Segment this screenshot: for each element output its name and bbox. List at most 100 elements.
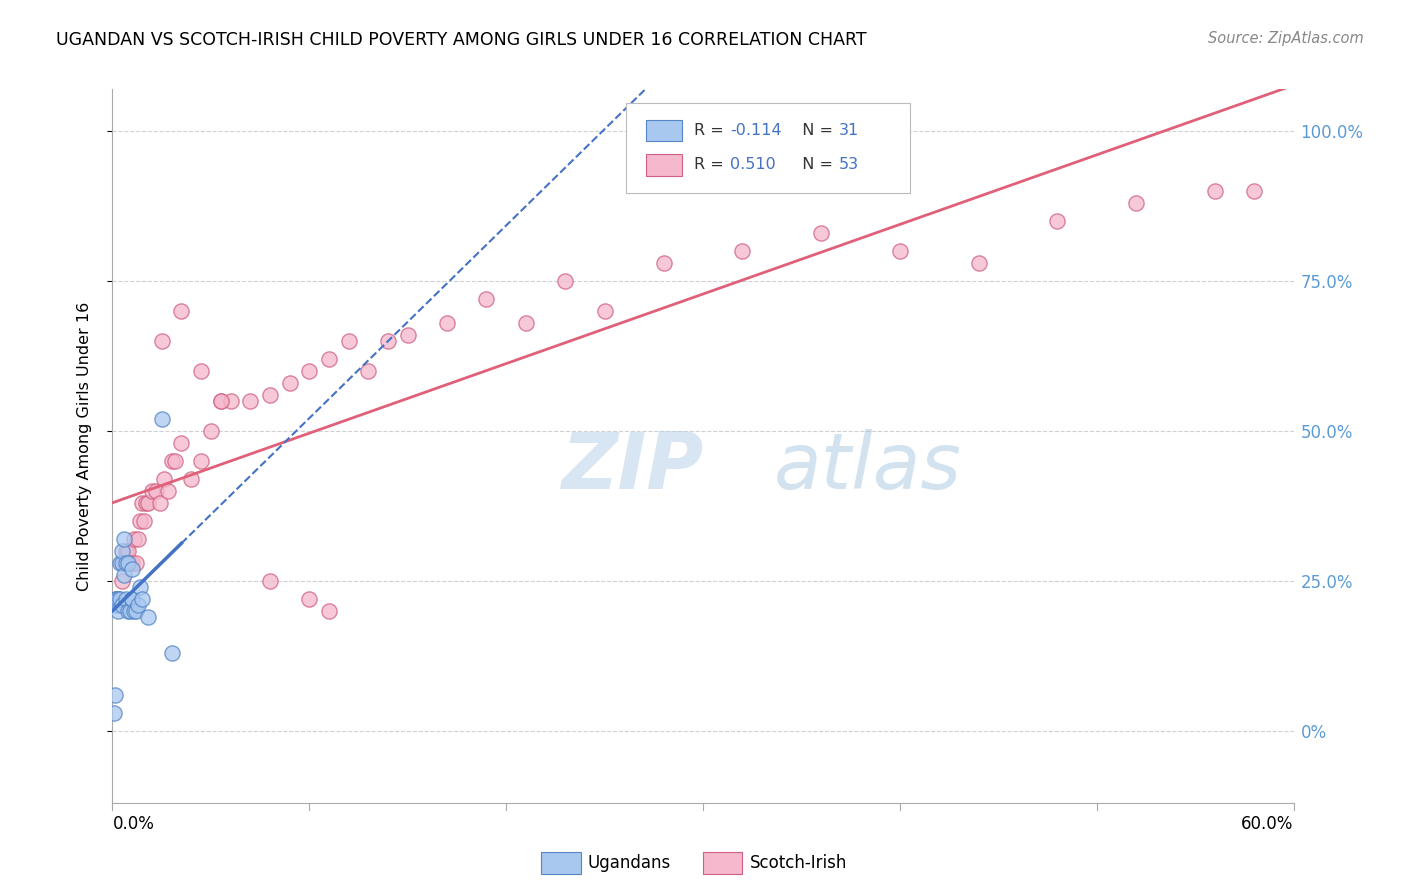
- Point: [298, 364, 321, 378]
- Point: [121, 591, 143, 606]
- Point: [145, 483, 167, 498]
- Text: Scotch-Irish: Scotch-Irish: [749, 854, 846, 872]
- Point: [259, 574, 281, 588]
- Point: [475, 292, 498, 306]
- Bar: [647, 120, 682, 141]
- Point: [318, 604, 340, 618]
- Point: [396, 328, 419, 343]
- Point: [160, 646, 183, 660]
- Point: [103, 706, 125, 720]
- Point: [111, 544, 134, 558]
- Point: [107, 598, 129, 612]
- Point: [149, 496, 172, 510]
- Y-axis label: Child Poverty Among Girls Under 16: Child Poverty Among Girls Under 16: [77, 301, 91, 591]
- Point: [180, 472, 202, 486]
- Point: [1243, 184, 1265, 198]
- Point: [967, 256, 990, 270]
- Text: N =: N =: [792, 157, 838, 172]
- Point: [112, 556, 135, 570]
- Point: [731, 244, 754, 259]
- Point: [278, 376, 301, 390]
- FancyBboxPatch shape: [626, 103, 910, 193]
- Point: [120, 604, 142, 618]
- Point: [337, 334, 360, 348]
- Point: [107, 591, 129, 606]
- Point: [141, 483, 163, 498]
- Point: [593, 304, 616, 318]
- Point: [105, 591, 128, 606]
- Text: 60.0%: 60.0%: [1241, 814, 1294, 833]
- Point: [790, 124, 813, 138]
- Point: [122, 604, 145, 618]
- Point: [190, 364, 212, 378]
- Point: [107, 591, 129, 606]
- Point: [111, 598, 134, 612]
- Point: [259, 388, 281, 402]
- Text: UGANDAN VS SCOTCH-IRISH CHILD POVERTY AMONG GIRLS UNDER 16 CORRELATION CHART: UGANDAN VS SCOTCH-IRISH CHILD POVERTY AM…: [56, 31, 868, 49]
- Point: [136, 496, 159, 510]
- Point: [131, 591, 153, 606]
- Point: [357, 364, 380, 378]
- Point: [105, 591, 128, 606]
- Point: [200, 424, 222, 438]
- Point: [170, 304, 193, 318]
- Point: [117, 556, 139, 570]
- Point: [135, 496, 157, 510]
- Point: [150, 334, 173, 348]
- Point: [122, 532, 145, 546]
- Point: [115, 544, 138, 558]
- Text: 31: 31: [839, 123, 859, 138]
- Point: [132, 514, 155, 528]
- Point: [120, 556, 142, 570]
- Point: [165, 454, 187, 468]
- Point: [115, 556, 138, 570]
- Text: Ugandans: Ugandans: [588, 854, 671, 872]
- Text: R =: R =: [693, 123, 728, 138]
- Point: [209, 394, 232, 409]
- Point: [652, 256, 675, 270]
- Text: Source: ZipAtlas.com: Source: ZipAtlas.com: [1208, 31, 1364, 46]
- Point: [239, 394, 262, 409]
- Point: [105, 591, 128, 606]
- Text: -0.114: -0.114: [730, 123, 782, 138]
- Point: [160, 454, 183, 468]
- Point: [107, 604, 129, 618]
- Point: [150, 412, 173, 426]
- Point: [1204, 184, 1226, 198]
- Point: [121, 591, 143, 606]
- Point: [111, 556, 134, 570]
- Point: [121, 556, 143, 570]
- Point: [129, 580, 152, 594]
- Point: [127, 598, 149, 612]
- Point: [190, 454, 212, 468]
- Text: ZIP: ZIP: [561, 429, 703, 506]
- Point: [377, 334, 399, 348]
- Point: [112, 532, 135, 546]
- Point: [136, 610, 159, 624]
- Point: [110, 591, 132, 606]
- Point: [111, 574, 134, 588]
- Point: [115, 591, 138, 606]
- Text: 53: 53: [839, 157, 859, 172]
- Text: N =: N =: [792, 123, 838, 138]
- Point: [104, 688, 127, 702]
- Point: [156, 483, 179, 498]
- Point: [889, 244, 911, 259]
- Point: [1046, 214, 1069, 228]
- Point: [125, 556, 148, 570]
- Point: [170, 436, 193, 450]
- Point: [554, 274, 576, 288]
- Point: [152, 472, 174, 486]
- Point: [117, 544, 139, 558]
- Point: [810, 226, 832, 240]
- Point: [125, 604, 148, 618]
- Text: R =: R =: [693, 157, 728, 172]
- Point: [436, 316, 458, 330]
- Point: [127, 532, 149, 546]
- Point: [889, 124, 911, 138]
- Text: 0.510: 0.510: [730, 157, 776, 172]
- Bar: [647, 154, 682, 176]
- Point: [121, 562, 143, 576]
- Point: [1125, 196, 1147, 211]
- Point: [107, 598, 129, 612]
